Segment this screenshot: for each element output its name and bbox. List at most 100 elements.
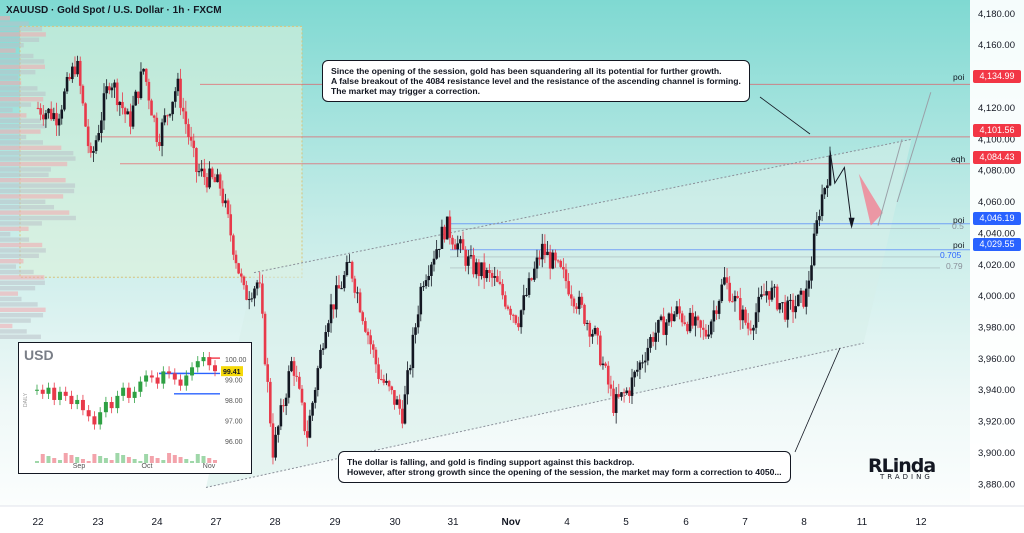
candle-body — [298, 376, 301, 389]
candle-body — [757, 296, 761, 313]
candle-body — [205, 177, 209, 188]
logo-sub: TRADING — [880, 473, 933, 481]
y-tick-label: 4,080.00 — [978, 166, 1015, 177]
candle-body — [181, 107, 185, 112]
candle-body — [134, 91, 137, 106]
candle-body — [641, 362, 644, 364]
candle-body — [480, 262, 483, 277]
candle-body — [414, 327, 417, 335]
candle-body — [569, 294, 573, 299]
candle-body — [577, 296, 581, 309]
volume-profile-bar — [0, 205, 55, 210]
y-tick-label: 3,960.00 — [978, 354, 1015, 365]
candle-body — [337, 285, 341, 289]
candle-body — [496, 276, 499, 282]
level-tag-poi-1: poi — [953, 72, 965, 82]
volume-profile-bar — [0, 21, 29, 26]
inset-volume-bar — [75, 457, 80, 463]
candle-body — [548, 251, 552, 269]
candle-body — [195, 148, 198, 172]
candle-body — [815, 220, 819, 234]
candle-body — [633, 371, 636, 378]
candle-body — [171, 101, 174, 115]
price-label-4101: 4,101.56 — [973, 124, 1021, 137]
candle-body — [437, 248, 441, 250]
inset-volume-bar — [201, 456, 206, 463]
candle-body — [794, 306, 797, 313]
candle-body — [163, 115, 167, 123]
candle-body — [295, 375, 299, 377]
inset-volume-bar — [52, 458, 57, 463]
candle-body — [812, 233, 816, 266]
volume-profile-bar — [0, 26, 43, 32]
x-tick-label: 12 — [915, 517, 927, 528]
channel-fill — [206, 139, 912, 488]
candle-body — [789, 299, 792, 301]
candle-body — [701, 327, 705, 330]
inset-volume-bar — [195, 454, 200, 463]
candle-body — [107, 86, 111, 91]
candle-body — [791, 299, 795, 313]
inset-candle-body — [138, 381, 143, 392]
candle-body — [699, 320, 702, 328]
candle-body — [551, 252, 555, 269]
inset-price-label: 99.41 — [223, 369, 241, 376]
candle-body — [424, 280, 428, 287]
candle-body — [332, 304, 335, 310]
candle-body — [440, 226, 444, 249]
inset-volume-bar — [69, 455, 74, 463]
candle-body — [76, 60, 79, 75]
inset-x-tick: Sep — [73, 463, 86, 470]
volume-profile-bar — [0, 194, 64, 199]
candle-body — [60, 109, 64, 119]
level-tag-eqh: eqh — [951, 154, 966, 164]
candle-body — [767, 291, 771, 300]
candle-body — [818, 216, 821, 221]
volume-profile-bar — [0, 113, 27, 118]
inset-volume-bar — [40, 454, 45, 463]
inset-candle-body — [86, 410, 91, 417]
volume-profile-bar — [0, 97, 44, 102]
candle-body — [311, 402, 314, 416]
candle-body — [583, 304, 586, 324]
candle-body — [261, 283, 264, 314]
candle-body — [192, 140, 196, 149]
candle-body — [503, 295, 507, 307]
candle-body — [559, 260, 563, 267]
inset-volume-bar — [213, 460, 217, 463]
candle-body — [316, 368, 320, 391]
inset-candle-body — [161, 371, 166, 384]
volume-profile-bar — [0, 80, 22, 86]
candle-body — [377, 364, 380, 379]
candle-body — [226, 200, 230, 215]
volume-profile-bar — [0, 259, 24, 264]
candle-body — [305, 431, 309, 438]
candle-body — [620, 392, 623, 397]
y-tick-label: 3,980.00 — [978, 322, 1015, 333]
candle-body — [395, 399, 399, 405]
candle-body — [783, 302, 787, 320]
candle-body — [564, 269, 568, 282]
volume-profile-bar — [0, 291, 19, 296]
projection-down-arrow — [829, 150, 853, 225]
candle-body — [274, 434, 277, 458]
callout-top-line1: Since the opening of the session, gold h… — [331, 66, 722, 76]
candle-body — [599, 335, 602, 366]
inset-volume-bar — [132, 459, 137, 463]
candle-body — [63, 91, 66, 110]
candle-body — [374, 349, 378, 365]
candle-body — [638, 362, 642, 370]
candle-body — [712, 310, 716, 322]
price-label-4046: 4,046.19 — [973, 212, 1021, 225]
inset-volume-bar — [57, 460, 62, 463]
candle-body — [588, 322, 592, 337]
channel-lower-line — [205, 342, 864, 488]
inset-volume-bar — [98, 456, 103, 463]
x-tick-label: 31 — [447, 517, 459, 528]
volume-profile-bar — [0, 280, 45, 285]
candle-body — [760, 294, 763, 297]
inset-side-label: DAILY — [23, 392, 29, 407]
candle-body — [667, 313, 671, 323]
candle-body — [160, 122, 164, 146]
